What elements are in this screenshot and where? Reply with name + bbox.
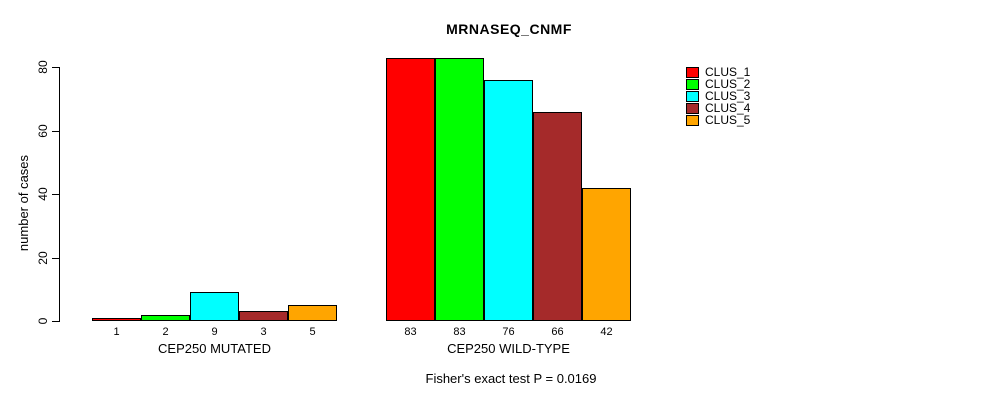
bar-clus_4 [239, 311, 288, 321]
y-axis-tick [52, 67, 59, 68]
bar-value-label: 42 [600, 326, 613, 338]
bar-clus_1 [92, 318, 141, 321]
legend-item-clus_2: CLUS_2 [686, 78, 750, 90]
y-axis-tick [52, 258, 59, 259]
y-axis-tick-label: 20 [36, 251, 50, 265]
bar-clus_3 [190, 292, 239, 321]
group-label-wild-type: CEP250 WILD-TYPE [447, 341, 570, 356]
bar-value-label: 1 [113, 326, 120, 338]
legend-label: CLUS_2 [705, 77, 751, 91]
legend-label: CLUS_1 [705, 65, 751, 79]
legend: CLUS_1 CLUS_2 CLUS_3 CLUS_4 CLUS_5 [686, 66, 750, 126]
bar-clus_5 [288, 305, 337, 321]
bar-value-label: 76 [502, 326, 515, 338]
legend-item-clus_3: CLUS_3 [686, 90, 750, 102]
bar-clus_4 [533, 112, 582, 321]
bar-value-label: 9 [211, 326, 218, 338]
legend-item-clus_5: CLUS_5 [686, 114, 750, 126]
y-axis-tick-label: 0 [36, 317, 50, 325]
bar-clus_3 [484, 80, 533, 321]
legend-swatch [686, 66, 699, 78]
chart-title: MRNASEQ_CNMF [446, 21, 572, 37]
bar-value-label: 83 [453, 326, 466, 338]
y-axis-tick [52, 321, 59, 322]
bar-value-label: 5 [309, 326, 316, 338]
group-label-mutated: CEP250 MUTATED [158, 341, 271, 356]
bar-value-label: 83 [404, 326, 417, 338]
y-axis-line [59, 67, 60, 322]
legend-label: CLUS_4 [705, 101, 751, 115]
legend-swatch [686, 90, 699, 102]
legend-label: CLUS_3 [705, 89, 751, 103]
legend-swatch [686, 102, 699, 114]
y-axis-tick-label: 40 [36, 187, 50, 201]
y-axis-tick [52, 194, 59, 195]
legend-item-clus_4: CLUS_4 [686, 102, 750, 114]
y-axis-tick [52, 131, 59, 132]
legend-label: CLUS_5 [705, 113, 751, 127]
caption-fisher-test: Fisher's exact test P = 0.0169 [425, 371, 597, 386]
y-axis-tick-label: 60 [36, 124, 50, 138]
bar-value-label: 2 [162, 326, 169, 338]
y-axis-title: number of cases [16, 154, 31, 252]
legend-swatch [686, 78, 699, 90]
bar-value-label: 66 [551, 326, 564, 338]
bar-clus_5 [582, 188, 631, 321]
legend-item-clus_1: CLUS_1 [686, 66, 750, 78]
y-axis-tick-label: 80 [36, 60, 50, 74]
bar-clus_2 [141, 315, 190, 321]
bar-clus_1 [386, 58, 435, 321]
bar-value-label: 3 [260, 326, 267, 338]
legend-swatch [686, 114, 699, 126]
bar-clus_2 [435, 58, 484, 321]
